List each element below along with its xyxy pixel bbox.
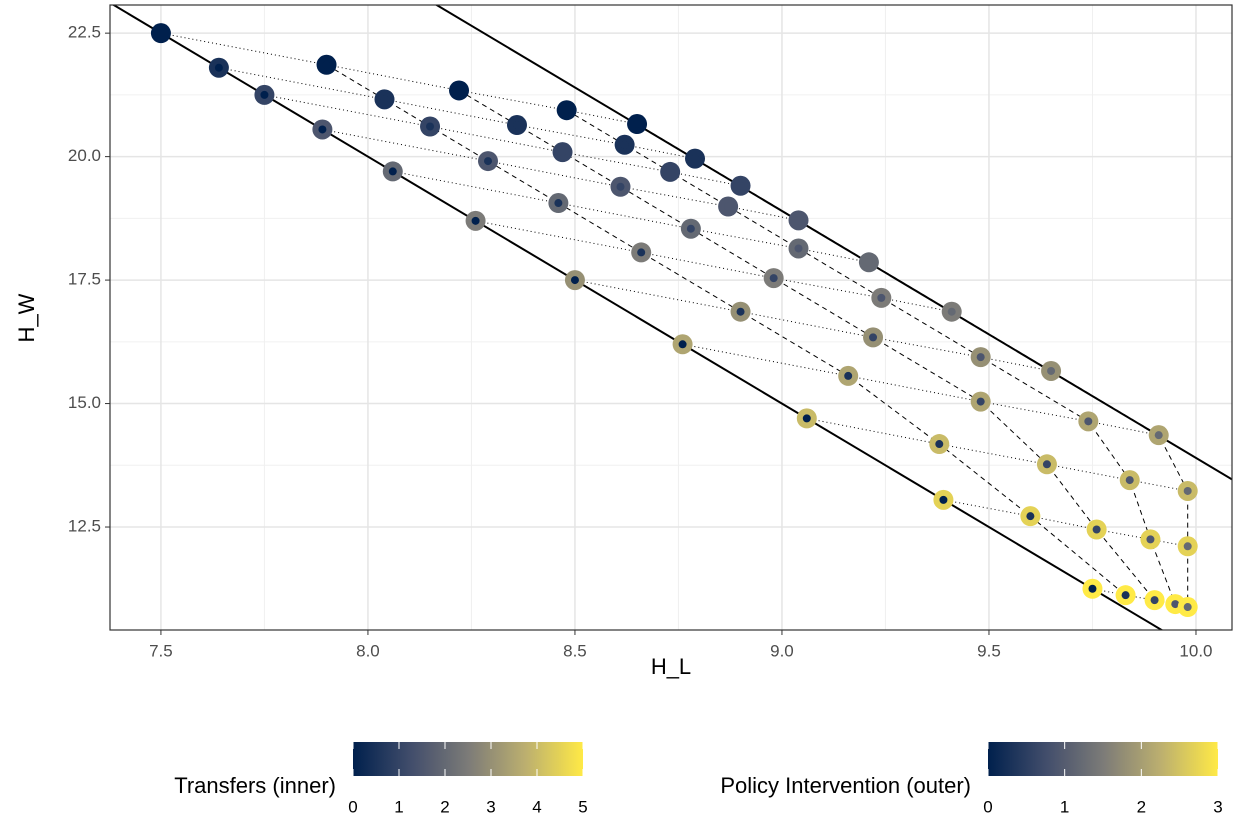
colorbar [353, 742, 583, 776]
point-inner [512, 121, 521, 130]
colorbar [988, 742, 1218, 776]
point-inner [380, 95, 389, 104]
point-inner [318, 125, 327, 134]
dotted-connector [218, 67, 696, 160]
colorbar-tick-label: 0 [983, 797, 992, 816]
point-inner [686, 224, 695, 233]
x-tick-label: 10.0 [1179, 641, 1212, 660]
point-inner [736, 181, 745, 190]
dotted-connector [392, 170, 869, 263]
point-inner [939, 495, 948, 504]
plot-background [110, 5, 1232, 630]
point-inner [637, 248, 646, 257]
x-tick-label: 7.5 [149, 641, 173, 660]
point-inner [877, 293, 886, 302]
point-inner [1026, 512, 1035, 521]
colorbar-tick-label: 3 [1213, 797, 1222, 816]
dashed-connector [326, 64, 1126, 596]
dashed-connector [566, 109, 1176, 605]
point-inner [976, 397, 985, 406]
point-inner [678, 340, 687, 349]
point-inner [1084, 417, 1093, 426]
point-inner [1092, 525, 1101, 534]
dotted-connector [475, 220, 952, 313]
point-inner [844, 371, 853, 380]
point-inner [570, 276, 579, 285]
y-tick-label: 15.0 [68, 393, 101, 412]
point-inner [794, 216, 803, 225]
colorbar-tick-label: 2 [440, 797, 449, 816]
point-inner [976, 353, 985, 362]
point-inner [1183, 486, 1192, 495]
point-inner [724, 202, 733, 211]
point-inner [156, 29, 165, 38]
dotted-connector [574, 279, 1052, 372]
point-inner [666, 167, 675, 176]
point-inner [736, 307, 745, 316]
point-inner [869, 333, 878, 342]
point-inner [935, 440, 944, 449]
point-inner [769, 274, 778, 283]
point-inner [620, 140, 629, 149]
point-inner [1183, 542, 1192, 551]
point-inner [455, 86, 464, 95]
plot-layer [111, 5, 1232, 630]
dashed-connector [458, 90, 1155, 601]
point-inner [471, 216, 480, 225]
x-tick-label: 9.0 [770, 641, 794, 660]
point-inner [1047, 366, 1056, 375]
point-inner [1154, 431, 1163, 440]
colorbar-tick-label: 1 [1060, 797, 1069, 816]
colorbar-tick-label: 4 [532, 797, 541, 816]
y-axis-title: H_W [14, 293, 39, 342]
x-tick-label: 8.0 [356, 641, 380, 660]
dotted-connector [160, 32, 638, 125]
plot-border [109, 4, 1233, 631]
point-inner [633, 120, 642, 129]
colorbar-tick-label: 3 [486, 797, 495, 816]
point-inner [794, 244, 803, 253]
x-axis-title: H_L [651, 654, 691, 679]
y-tick-label: 20.0 [68, 146, 101, 165]
y-tick-label: 17.5 [68, 270, 101, 289]
point-inner [426, 122, 435, 131]
point-inner [1125, 476, 1134, 485]
colorbar-tick-label: 2 [1137, 797, 1146, 816]
point-inner [691, 154, 700, 163]
legend-title: Transfers (inner) [174, 773, 336, 798]
point-inner [1121, 591, 1130, 600]
colorbar-tick-label: 5 [578, 797, 587, 816]
point-inner [1171, 600, 1180, 609]
point-inner [616, 182, 625, 191]
point-inner [260, 90, 269, 99]
point-inner [562, 106, 571, 115]
point-inner [947, 307, 956, 316]
point-inner [484, 157, 493, 166]
x-tick-label: 9.5 [977, 641, 1001, 660]
point-inner [1146, 535, 1155, 544]
point-inner [1183, 603, 1192, 612]
point-inner [388, 167, 397, 176]
point-inner [802, 414, 811, 423]
colorbar-tick-label: 0 [348, 797, 357, 816]
reference-line [111, 5, 1164, 630]
dotted-connector [264, 94, 741, 187]
point-inner [1088, 584, 1097, 593]
point-inner [864, 258, 873, 267]
legend-title: Policy Intervention (outer) [720, 773, 971, 798]
y-tick-label: 12.5 [68, 517, 101, 536]
point-inner [558, 148, 567, 157]
colorbar-tick-label: 1 [394, 797, 403, 816]
dotted-connector [682, 343, 1159, 436]
point-inner [1042, 460, 1051, 469]
x-tick-label: 8.5 [563, 641, 587, 660]
point-inner [554, 199, 563, 208]
point-inner [214, 63, 223, 72]
point-inner [322, 60, 331, 69]
y-tick-label: 22.5 [68, 23, 101, 42]
dotted-connector [322, 128, 799, 221]
point-inner [1150, 596, 1159, 605]
